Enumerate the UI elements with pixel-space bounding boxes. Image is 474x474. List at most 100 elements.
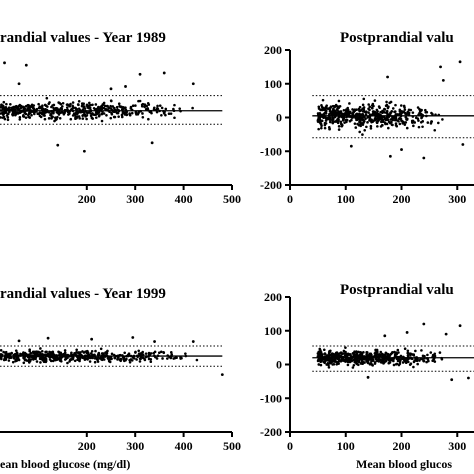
data-point [339,354,343,358]
data-point [154,108,158,112]
data-point [371,102,375,106]
data-point [40,354,43,358]
data-point [328,353,331,357]
data-point [100,119,104,123]
data-point [394,354,397,357]
data-point [421,357,424,361]
data-point [336,108,339,111]
x-tick-label: 400 [175,439,193,453]
data-point [405,118,408,121]
data-point [413,121,417,124]
data-point [417,119,420,122]
data-point [51,359,55,363]
data-point [83,358,87,361]
data-point [195,358,199,362]
data-point [130,108,134,112]
data-point [61,105,64,108]
data-point [322,116,325,120]
data-point [31,350,35,354]
data-point [92,106,96,110]
data-point [368,114,372,118]
outlier-point [150,141,154,145]
data-point [11,360,15,364]
data-point [333,105,336,109]
data-point [49,112,53,116]
data-point [30,105,33,108]
data-point [377,358,381,361]
data-point [342,108,346,112]
data-point [39,361,42,364]
data-point [22,361,26,365]
data-point [35,110,38,113]
data-point [43,114,46,117]
data-point [388,101,391,105]
data-point [117,115,120,118]
data-point [323,123,327,127]
data-point [149,109,153,113]
data-point [339,111,342,115]
data-point [124,108,128,112]
data-point [8,110,11,114]
data-point [337,360,340,363]
data-point [406,110,410,114]
data-point [63,351,67,355]
data-point [152,351,155,355]
data-point [393,116,397,120]
data-point [317,115,321,119]
data-point [95,110,99,114]
data-point [345,111,348,114]
data-point [99,347,103,351]
data-point [432,357,436,361]
data-point [332,358,336,362]
outlier-point [3,61,6,65]
outlier-point [461,143,465,146]
data-point [331,118,334,122]
data-point [33,352,37,356]
data-point [123,351,126,355]
data-point [365,350,368,354]
data-point [86,111,89,115]
data-point [411,119,415,123]
data-point [411,353,414,356]
data-point [59,102,63,106]
data-point [63,358,67,361]
data-point [117,108,120,112]
data-point [100,358,103,361]
data-point [147,117,150,121]
data-point [396,113,399,116]
data-point [105,104,109,108]
data-point [36,353,40,356]
data-point [351,113,354,116]
data-point [418,109,422,113]
data-point [50,117,53,120]
data-point [100,354,104,358]
data-point [321,98,325,102]
data-point [43,110,47,114]
data-point [371,364,374,367]
data-point [348,102,351,105]
chart-title: randial values - Year 1989 [0,30,166,46]
data-point [6,115,10,119]
data-point [39,115,43,119]
data-point [144,355,148,358]
outlier-point [349,144,353,148]
data-point [108,360,112,364]
data-point [351,108,354,111]
data-point [394,103,397,107]
data-point [346,353,349,356]
data-point [324,119,328,122]
data-point [102,112,106,115]
data-point [363,110,367,114]
data-point [69,357,73,361]
data-point [141,112,144,115]
data-point [172,357,175,360]
data-point [45,96,49,100]
data-point [379,361,383,364]
y-tick-label: 0 [276,111,282,125]
data-point [27,106,30,110]
data-point [43,103,47,107]
data-point [333,110,336,114]
data-point [365,356,368,360]
data-point [396,355,399,359]
data-point [166,354,170,357]
